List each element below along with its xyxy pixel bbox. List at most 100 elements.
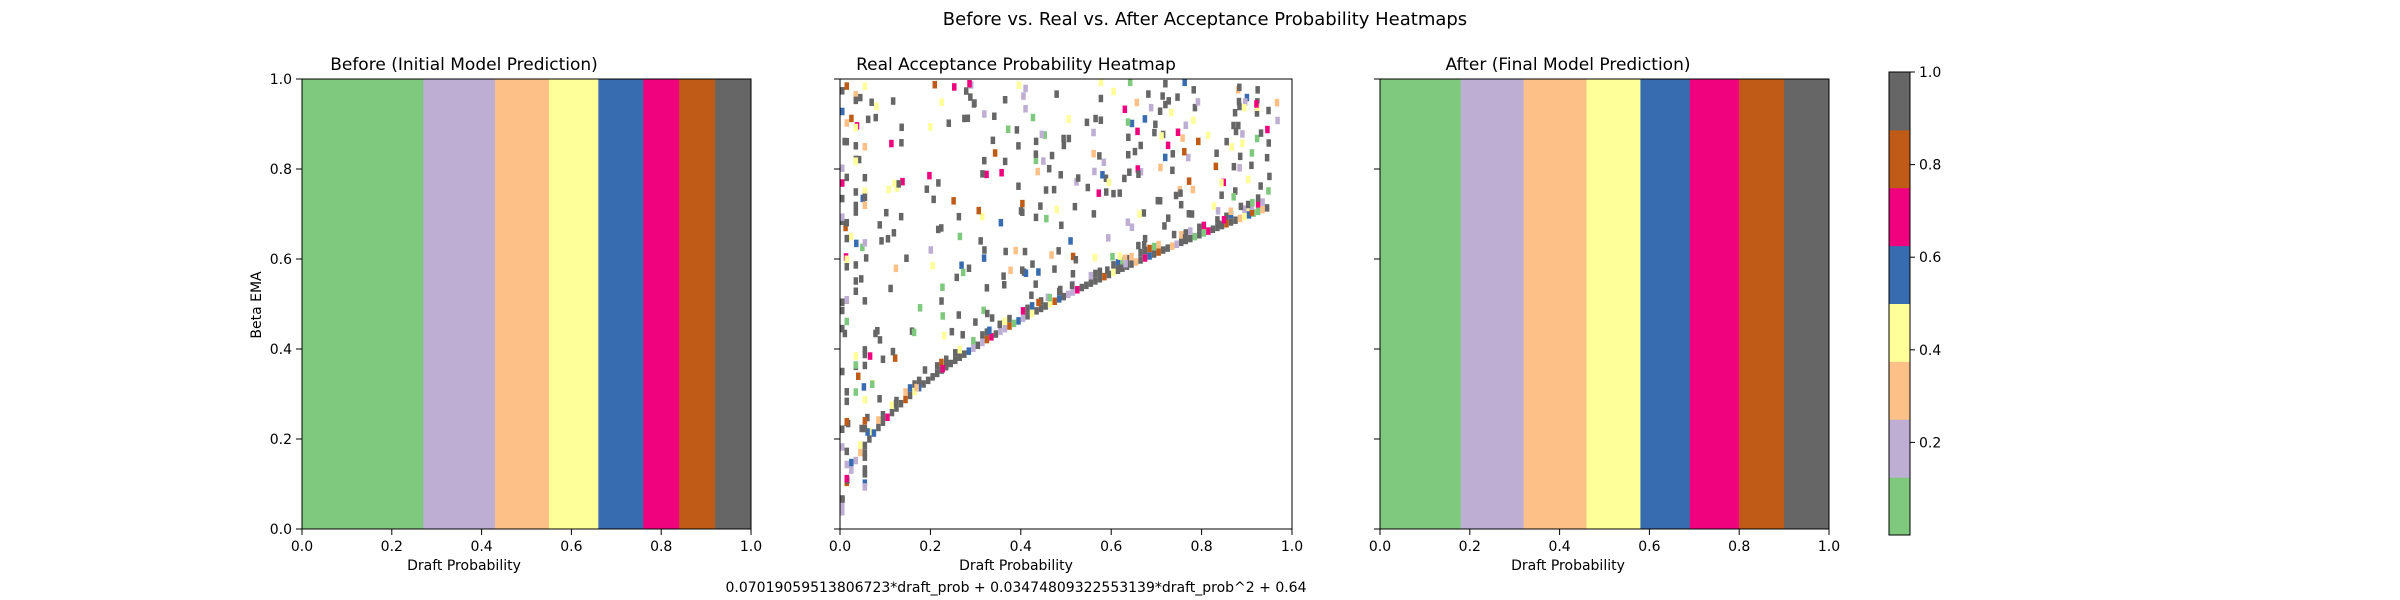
heatmap-cell xyxy=(922,366,928,374)
heatmap-cell xyxy=(1092,253,1098,262)
heatmap-cell xyxy=(862,193,868,202)
heatmap-cell xyxy=(862,441,868,450)
heatmap-cell xyxy=(1085,183,1091,192)
heatmap-cell xyxy=(1188,227,1193,235)
heatmap-cell xyxy=(844,263,850,271)
colorbar-tick-label: 0.6 xyxy=(1919,250,1941,266)
heatmap-cell xyxy=(980,331,985,339)
heatmap-cell xyxy=(1171,230,1177,239)
heatmap-band-3 xyxy=(1586,79,1641,529)
heatmap-cell xyxy=(840,425,845,434)
heatmap-cell xyxy=(1002,157,1008,166)
heatmap-cell xyxy=(1066,115,1072,123)
heatmap-cell xyxy=(1103,188,1109,196)
heatmap-cell xyxy=(1178,189,1183,197)
heatmap-cell xyxy=(1195,98,1201,106)
x-tick-label: 0.8 xyxy=(650,539,672,555)
heatmap-cell xyxy=(1151,242,1157,251)
x-tick-label: 0.6 xyxy=(1638,539,1660,555)
heatmap-cell xyxy=(840,213,845,221)
heatmap-cell xyxy=(854,239,859,248)
heatmap-cell xyxy=(1059,221,1064,230)
heatmap-cell xyxy=(853,142,859,150)
heatmap-cell xyxy=(840,194,845,203)
heatmap-cell xyxy=(858,275,864,283)
heatmap-cell xyxy=(1170,166,1175,175)
heatmap-cell xyxy=(1105,266,1110,274)
heatmap-cell xyxy=(853,352,859,360)
heatmap-cell xyxy=(840,495,845,503)
heatmap-cell xyxy=(1141,209,1147,217)
heatmap-cell xyxy=(1096,189,1102,197)
heatmap-cell xyxy=(930,261,935,270)
heatmap-cell xyxy=(1186,209,1192,218)
heatmap-cell xyxy=(853,287,859,296)
heatmap-band-0 xyxy=(302,79,424,529)
heatmap-cell xyxy=(912,387,917,396)
heatmap-cell xyxy=(1044,214,1049,223)
heatmap-cell xyxy=(1061,141,1067,150)
heatmap-cell xyxy=(1122,105,1128,114)
heatmap-cell xyxy=(1197,231,1202,239)
heatmap-cell xyxy=(1116,264,1122,272)
heatmap-cell xyxy=(1038,297,1044,305)
heatmap-cell xyxy=(1129,223,1135,232)
heatmap-cell xyxy=(1236,121,1241,130)
heatmap-cell xyxy=(1070,252,1076,261)
heatmap-cell xyxy=(1160,246,1166,254)
heatmap-cell xyxy=(862,143,868,151)
heatmap-cell xyxy=(1246,175,1251,184)
heatmap-cell xyxy=(940,312,945,320)
heatmap-cell xyxy=(853,388,859,396)
heatmap-cell xyxy=(1052,297,1057,306)
heatmap-cell xyxy=(861,383,867,391)
heatmap-cell xyxy=(1072,202,1078,211)
heatmap-cell xyxy=(1242,205,1247,213)
y-tick-label: 0.6 xyxy=(270,252,292,268)
heatmap-cell xyxy=(844,119,850,127)
heatmap-cell xyxy=(873,329,878,338)
heatmap-cell xyxy=(1052,265,1057,273)
heatmap-cell xyxy=(997,320,1002,329)
heatmap-cell xyxy=(1126,133,1131,142)
heatmap-cell xyxy=(1033,213,1039,222)
heatmap-cell xyxy=(979,212,985,221)
heatmap-cell xyxy=(844,255,850,264)
heatmap-band-1 xyxy=(423,79,496,529)
colorbar-segment-6 xyxy=(1889,129,1910,189)
x-tick-label: 1.0 xyxy=(1281,539,1303,555)
heatmap-cell xyxy=(1003,247,1008,256)
heatmap-cell xyxy=(1142,246,1148,255)
heatmap-cell xyxy=(863,254,869,262)
heatmap-cell xyxy=(1098,116,1104,124)
heatmap-cell xyxy=(853,157,859,165)
heatmap-cell xyxy=(1183,121,1189,130)
heatmap-cell xyxy=(1260,205,1265,214)
heatmap-cell xyxy=(932,80,938,89)
heatmap-cell xyxy=(856,155,862,164)
heatmap-cell xyxy=(1190,185,1196,194)
heatmap-cell xyxy=(1054,90,1059,98)
heatmap-cell xyxy=(1165,244,1170,252)
heatmap-cell xyxy=(973,318,978,326)
heatmap-cell xyxy=(1066,290,1071,299)
heatmap-cell xyxy=(1007,314,1012,323)
heatmap-cell xyxy=(898,212,904,221)
heatmap-cell xyxy=(1242,212,1247,221)
heatmap-cell xyxy=(1125,150,1131,159)
heatmap-cell xyxy=(985,309,990,318)
x-tick-label: 0.6 xyxy=(1100,539,1122,555)
heatmap-cell xyxy=(941,331,947,340)
heatmap-cell xyxy=(963,87,969,95)
heatmap-cell xyxy=(1136,170,1141,178)
heatmap-cell xyxy=(1091,128,1096,137)
x-tick-label: 0.4 xyxy=(470,539,492,555)
heatmap-cell xyxy=(1129,252,1134,261)
heatmap-cell xyxy=(1215,216,1220,224)
heatmap-cell xyxy=(1137,210,1142,218)
heatmap-cell xyxy=(975,341,981,350)
heatmap-cell xyxy=(894,404,899,412)
heatmap-cell xyxy=(981,254,987,262)
heatmap-cell xyxy=(1110,252,1115,261)
heatmap-cell xyxy=(880,355,886,363)
